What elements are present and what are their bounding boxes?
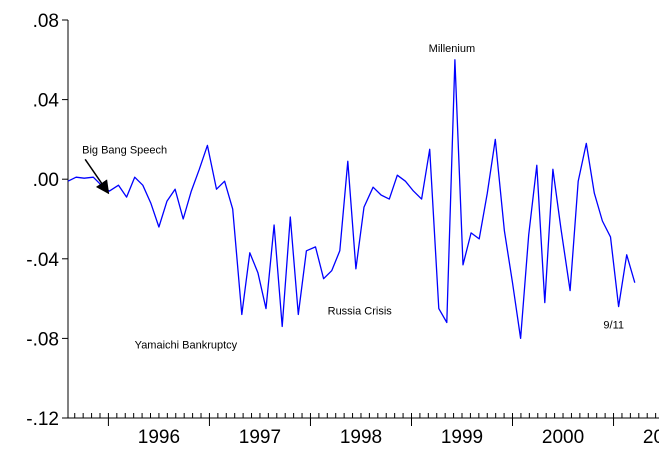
x-tick-label: 2000 — [542, 427, 584, 448]
annotation-label: 9/11 — [603, 319, 624, 331]
x-tick-label: 1997 — [239, 427, 281, 448]
annotation-label: Big Bang Speech — [82, 144, 167, 156]
plot-frame — [67, 20, 659, 419]
annotation-label: Millenium — [429, 43, 475, 55]
annotation-label: Yamaichi Bankruptcy — [135, 339, 238, 351]
y-tick-label: .04 — [33, 91, 60, 112]
x-axis: 1996 1997 1998 1999 2000 2001 — [74, 413, 659, 448]
series-line — [67, 59, 636, 340]
y-tick-label: .08 — [33, 11, 59, 32]
x-tick-label: 1999 — [441, 427, 483, 448]
y-tick-label: -.08 — [26, 329, 59, 350]
x-tick-label: 2001 — [643, 427, 659, 448]
y-tick-label: .00 — [33, 170, 59, 191]
annotation-label: Russia Crisis — [328, 306, 393, 318]
y-tick-label: -.12 — [26, 409, 59, 430]
series-layer — [67, 59, 636, 340]
x-tick-label: 1998 — [340, 427, 382, 448]
annotation-arrow — [84, 158, 110, 195]
y-axis: .08 .04 .00 -.04 -.08 -.12 — [26, 11, 68, 430]
y-tick-label: -.04 — [26, 250, 59, 271]
annotation-layer: Big Bang Speech Yamaichi Bankruptcy Russia… — [82, 43, 624, 352]
x-tick-label: 1996 — [138, 427, 180, 448]
